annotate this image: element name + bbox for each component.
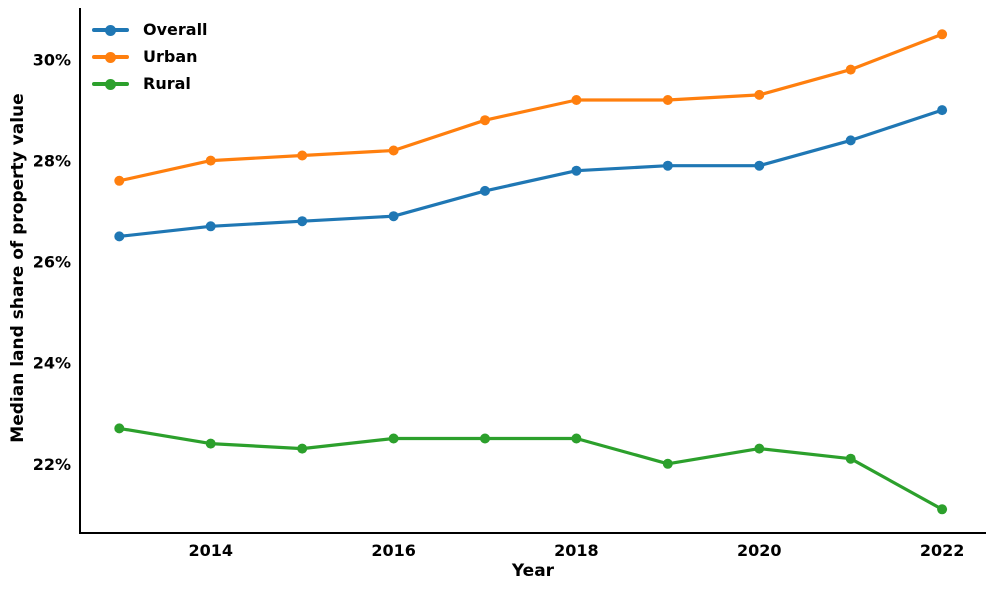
data-point-urban [388, 145, 399, 156]
data-point-urban [297, 150, 308, 161]
data-point-rural [754, 443, 765, 454]
data-point-rural [388, 433, 399, 444]
data-point-overall [205, 221, 216, 232]
data-point-urban [571, 95, 582, 105]
data-point-rural [845, 453, 856, 464]
legend-item-urban: Urban [92, 47, 208, 67]
series-line-overall [117, 108, 944, 238]
series-line-urban [117, 32, 944, 183]
legend-line-marker-icon [92, 74, 129, 94]
data-point-overall [114, 231, 125, 242]
x-tick-label: 2014 [188, 541, 233, 560]
legend-item-rural: Rural [92, 74, 208, 94]
x-axis-title: Year [511, 561, 555, 581]
data-point-overall [297, 216, 308, 227]
x-tick-label: 2016 [371, 541, 416, 560]
data-point-rural [114, 423, 125, 434]
data-point-rural [205, 438, 216, 449]
data-point-overall [845, 135, 856, 146]
x-tick-label: 2018 [554, 541, 599, 560]
data-point-overall [571, 165, 582, 176]
y-tick-label: 28% [33, 152, 71, 171]
data-point-overall [662, 160, 673, 171]
y-tick-label: 30% [33, 51, 71, 70]
data-point-urban [937, 29, 948, 40]
data-point-urban [662, 95, 673, 105]
data-point-rural [480, 433, 490, 444]
legend-label-rural: Rural [143, 74, 191, 93]
data-point-urban [845, 64, 856, 75]
data-point-overall [937, 105, 948, 116]
data-point-rural [297, 443, 308, 454]
y-tick-label: 26% [33, 253, 71, 272]
legend-line-marker-icon [92, 20, 129, 40]
legend-line-marker-icon [92, 47, 129, 67]
y-tick-label: 24% [33, 354, 71, 373]
data-point-rural [571, 433, 582, 444]
x-tick-label: 2022 [920, 541, 965, 560]
legend-item-overall: Overall [92, 20, 208, 40]
legend-label-overall: Overall [143, 20, 208, 39]
x-tick-label: 2020 [737, 541, 782, 560]
data-point-urban [480, 115, 490, 126]
data-point-urban [205, 155, 216, 166]
data-point-rural [662, 458, 673, 469]
series-line-rural [117, 426, 944, 511]
y-axis-title: Median land share of property value [8, 93, 28, 442]
data-point-overall [388, 211, 399, 222]
data-point-urban [754, 89, 765, 100]
legend: Overall Urban Rural [92, 20, 208, 94]
data-point-overall [754, 160, 765, 171]
legend-label-urban: Urban [143, 47, 198, 66]
data-point-overall [480, 185, 490, 196]
y-tick-label: 22% [33, 455, 71, 474]
data-point-rural [937, 504, 948, 515]
data-point-urban [114, 175, 125, 186]
